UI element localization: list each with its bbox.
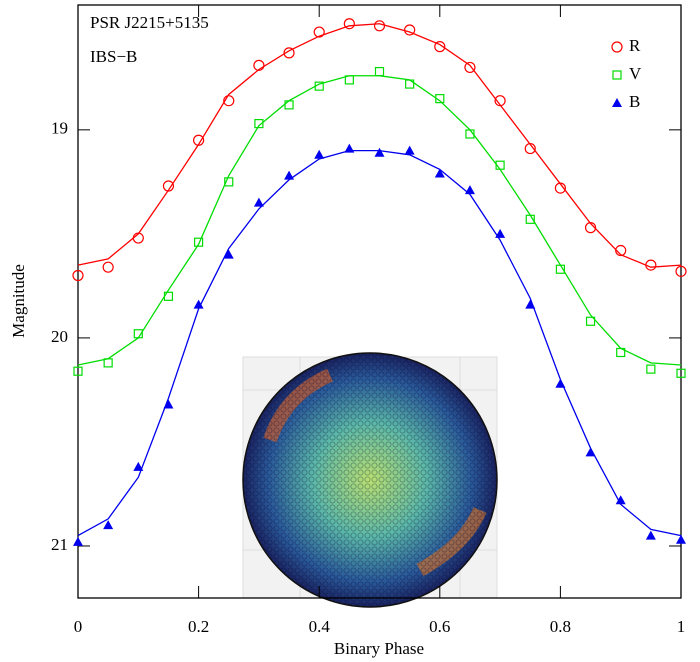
data-point (344, 143, 355, 153)
data-point (585, 316, 596, 326)
data-point (374, 147, 385, 157)
x-tick-label: 0.2 (188, 617, 209, 636)
data-point (72, 269, 84, 282)
x-tick-label: 1 (677, 617, 686, 636)
fit-curve (77, 23, 682, 268)
data-point (435, 94, 445, 104)
data-point (525, 214, 535, 224)
y-tick-label: 20 (51, 327, 68, 346)
data-point (163, 399, 174, 409)
plot-frame (77, 4, 682, 599)
data-point (405, 79, 415, 89)
data-point (434, 41, 446, 53)
data-point (194, 237, 204, 247)
data-point (314, 81, 324, 91)
inset-image (242, 352, 498, 608)
data-point (163, 291, 174, 301)
data-point (675, 265, 687, 277)
legend-label: B (629, 92, 640, 111)
data-point (343, 18, 355, 30)
data-point (224, 177, 234, 187)
y-tick-label: 19 (51, 119, 68, 138)
fit-curve (77, 75, 682, 366)
data-point (344, 75, 354, 85)
legend-label: V (629, 64, 642, 83)
data-point (103, 358, 113, 368)
data-point (102, 261, 114, 273)
data-point (284, 170, 295, 180)
x-tick-label: 0.6 (429, 617, 450, 636)
data-point (314, 149, 325, 159)
legend-marker (611, 41, 623, 53)
data-point (495, 160, 505, 170)
data-point (615, 495, 626, 505)
data-point (434, 168, 445, 178)
data-point (645, 530, 656, 540)
data-point (645, 259, 657, 271)
data-point (464, 185, 475, 195)
annotation: PSR J2215+5135 (90, 13, 209, 32)
data-point (283, 47, 295, 59)
data-point (374, 66, 385, 77)
data-point (495, 228, 506, 238)
data-point (524, 142, 536, 155)
data-point (646, 364, 656, 374)
data-point (73, 536, 83, 546)
data-point (132, 232, 144, 244)
data-point (404, 145, 415, 155)
data-point (584, 222, 597, 234)
data-point (373, 20, 386, 32)
data-point (254, 118, 264, 129)
data-point (676, 368, 686, 378)
data-point (313, 26, 325, 38)
data-point (162, 180, 175, 192)
data-point (555, 264, 566, 274)
data-point (133, 329, 143, 339)
x-tick-label: 0.4 (309, 617, 331, 636)
y-tick-label: 21 (51, 535, 68, 554)
data-point (525, 299, 536, 309)
data-point (193, 134, 205, 146)
x-tick-label: 0.8 (550, 617, 571, 636)
data-point (253, 59, 265, 71)
legend-label: R (629, 36, 641, 55)
data-point (676, 534, 686, 544)
data-point (73, 366, 83, 376)
data-point (465, 129, 475, 139)
data-point (615, 244, 627, 257)
legend-marker (612, 98, 622, 107)
legend-marker (612, 70, 622, 80)
data-point (585, 447, 596, 457)
data-point (554, 182, 567, 194)
data-point (555, 378, 566, 388)
data-point (103, 520, 114, 530)
data-point (193, 299, 204, 309)
data-point (404, 24, 416, 36)
x-axis-label: Binary Phase (334, 639, 424, 658)
data-point (284, 100, 294, 110)
data-point (494, 95, 506, 107)
annotation: IBS−B (90, 47, 137, 66)
data-point (464, 61, 476, 74)
data-point (616, 347, 626, 358)
y-axis-label: Magnitude (9, 264, 28, 338)
data-point (253, 197, 264, 207)
data-point (223, 249, 234, 259)
data-point (223, 95, 235, 107)
data-point (133, 461, 144, 471)
x-tick-label: 0 (74, 617, 83, 636)
